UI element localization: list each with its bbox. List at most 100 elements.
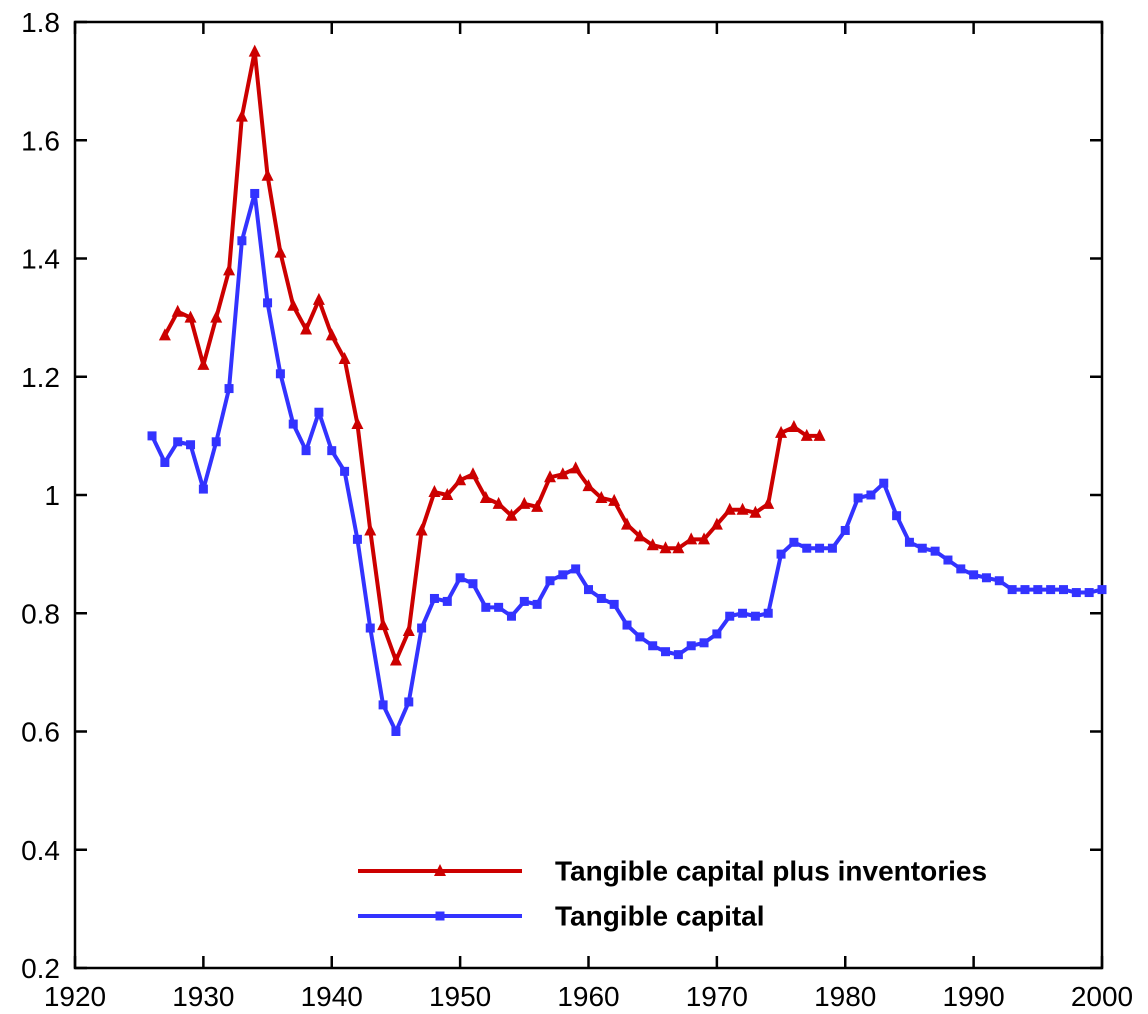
marker <box>800 428 813 441</box>
marker <box>210 310 223 323</box>
marker <box>1033 585 1043 595</box>
y-tick-label: 0.4 <box>21 835 60 866</box>
marker <box>197 357 210 370</box>
marker <box>648 641 658 651</box>
marker <box>468 579 478 589</box>
marker <box>340 466 350 476</box>
marker <box>248 44 261 57</box>
y-tick-label: 1.2 <box>21 362 60 393</box>
x-tick-label: 1950 <box>429 981 491 1012</box>
marker <box>1097 585 1107 595</box>
legend-label: Tangible capital plus inventories <box>555 855 987 886</box>
marker <box>481 602 491 612</box>
marker <box>1046 585 1056 595</box>
marker <box>531 499 544 512</box>
marker <box>762 496 775 509</box>
marker <box>301 446 311 456</box>
marker <box>969 570 979 580</box>
marker <box>325 328 338 341</box>
marker <box>171 304 184 317</box>
marker <box>519 596 529 606</box>
series-line <box>163 49 820 663</box>
marker <box>545 576 555 586</box>
marker <box>224 384 234 394</box>
marker <box>981 573 991 583</box>
marker <box>802 543 812 553</box>
marker <box>840 525 850 535</box>
y-tick-label: 1.4 <box>21 244 60 275</box>
y-tick-label: 0.8 <box>21 598 60 629</box>
marker <box>429 593 439 603</box>
marker <box>725 611 735 621</box>
marker <box>789 537 799 547</box>
marker <box>428 485 441 498</box>
marker <box>710 517 723 530</box>
marker <box>250 188 260 198</box>
marker <box>402 623 415 636</box>
marker <box>1058 585 1068 595</box>
marker <box>943 555 953 565</box>
y-tick-label: 0.2 <box>21 953 60 984</box>
marker <box>378 700 388 710</box>
marker <box>749 505 762 518</box>
marker <box>351 417 364 430</box>
marker <box>582 479 595 492</box>
marker <box>211 437 221 447</box>
marker <box>505 508 518 521</box>
marker <box>454 473 467 486</box>
x-tick-label: 1990 <box>942 981 1004 1012</box>
marker <box>584 585 593 595</box>
series-line <box>150 191 1103 734</box>
marker <box>479 490 492 503</box>
marker <box>338 352 351 365</box>
marker <box>621 517 634 530</box>
marker <box>261 168 274 181</box>
marker <box>237 236 247 246</box>
marker <box>275 369 285 379</box>
marker <box>646 538 659 551</box>
marker <box>466 467 479 480</box>
marker <box>685 532 698 545</box>
marker <box>198 484 208 494</box>
x-tick-label: 1920 <box>44 981 106 1012</box>
marker <box>763 608 773 618</box>
marker <box>712 629 722 639</box>
marker <box>391 727 401 736</box>
marker <box>659 541 672 554</box>
marker <box>609 599 619 609</box>
x-tick-label: 1930 <box>172 981 234 1012</box>
marker <box>314 407 324 417</box>
marker <box>300 322 313 335</box>
marker <box>1007 585 1017 595</box>
marker <box>435 911 445 921</box>
x-tick-label: 1970 <box>686 981 748 1012</box>
marker <box>723 502 736 515</box>
marker <box>160 457 170 467</box>
marker <box>827 543 837 553</box>
x-tick-label: 1980 <box>814 981 876 1012</box>
marker <box>956 564 966 574</box>
marker <box>892 511 902 521</box>
marker <box>569 461 582 474</box>
marker <box>866 490 876 500</box>
marker <box>235 109 248 122</box>
marker <box>377 618 390 631</box>
marker <box>853 493 863 503</box>
marker <box>287 298 300 311</box>
marker <box>518 496 531 509</box>
marker <box>558 570 568 580</box>
marker <box>673 650 683 660</box>
marker <box>492 496 505 509</box>
marker <box>917 543 927 553</box>
marker <box>327 446 337 456</box>
marker <box>186 440 196 450</box>
marker <box>815 543 825 553</box>
legend-label: Tangible capital <box>555 900 765 931</box>
marker <box>699 638 709 648</box>
marker <box>173 437 183 447</box>
marker <box>1071 588 1081 598</box>
marker <box>672 541 685 554</box>
marker <box>532 599 542 609</box>
marker <box>571 564 581 574</box>
